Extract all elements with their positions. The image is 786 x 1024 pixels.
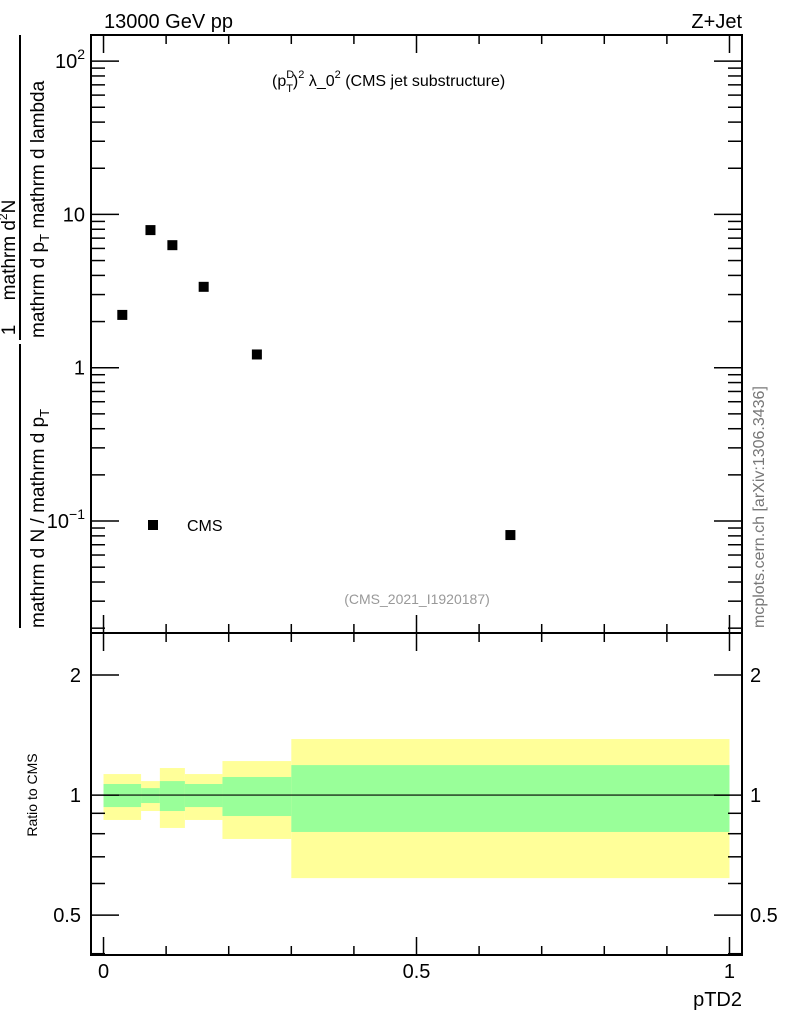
analysis-tag: (CMS_2021_I1920187) [344,591,490,607]
main-frame [90,34,743,634]
ratio-y-tick-label-right: 2 [750,665,761,687]
ratio-bands [103,739,730,879]
header-left: 13000 GeV pp [104,11,233,33]
svg-text:mathrm d pT mathrm d lambda: mathrm d pT mathrm d lambda [28,80,52,338]
ratio-y-tick-label: 2 [70,665,81,687]
plot-title: (pD T)2 λ_02 (CMS jet substructure) [272,69,505,95]
green-band-bin [291,765,730,832]
side-label: mcplots.cern.ch [arXiv:1306.3436] [751,386,768,628]
y-axis-label: 1 mathrm d N / mathrm d pT mathrm d2N ma… [0,35,52,628]
x-tick-label: 1 [724,961,735,983]
x-tick-label: 0 [98,961,109,983]
x-axis-label: pTD2 [693,989,742,1011]
ratio-y-tick-label: 1 [70,785,81,807]
legend-label: CMS [187,518,223,535]
green-band-bin [159,781,185,812]
green-band-bin [222,776,292,817]
data-point [198,281,209,292]
data-point [505,530,516,541]
svg-text:1: 1 [0,325,20,336]
y-tick-label: 10−1 [47,506,85,533]
axes: 0 0.5 1 102 10 1 10−1 2 2 1 1 0.5 0.5 [47,34,778,983]
y-tick-label: 10 [63,204,85,226]
data-point [167,240,178,251]
svg-text:mathrm d N / mathrm d pT: mathrm d N / mathrm d pT [28,409,52,628]
data-point [117,309,128,320]
header-right: Z+Jet [691,11,742,33]
y-tick-label: 1 [74,358,85,380]
y-tick-label: 102 [55,46,85,73]
ratio-y-tick-label-right: 1 [750,785,761,807]
ratio-y-label: Ratio to CMS [24,753,40,836]
ratio-y-tick-label-right: 0.5 [750,905,778,927]
svg-text:mathrm d2N: mathrm d2N [0,200,20,301]
legend-marker [148,520,158,530]
x-tick-label: 0.5 [403,961,431,983]
ratio-y-tick-label: 0.5 [53,905,81,927]
data-point [145,225,156,236]
data-points [117,225,516,541]
data-point [251,349,262,360]
